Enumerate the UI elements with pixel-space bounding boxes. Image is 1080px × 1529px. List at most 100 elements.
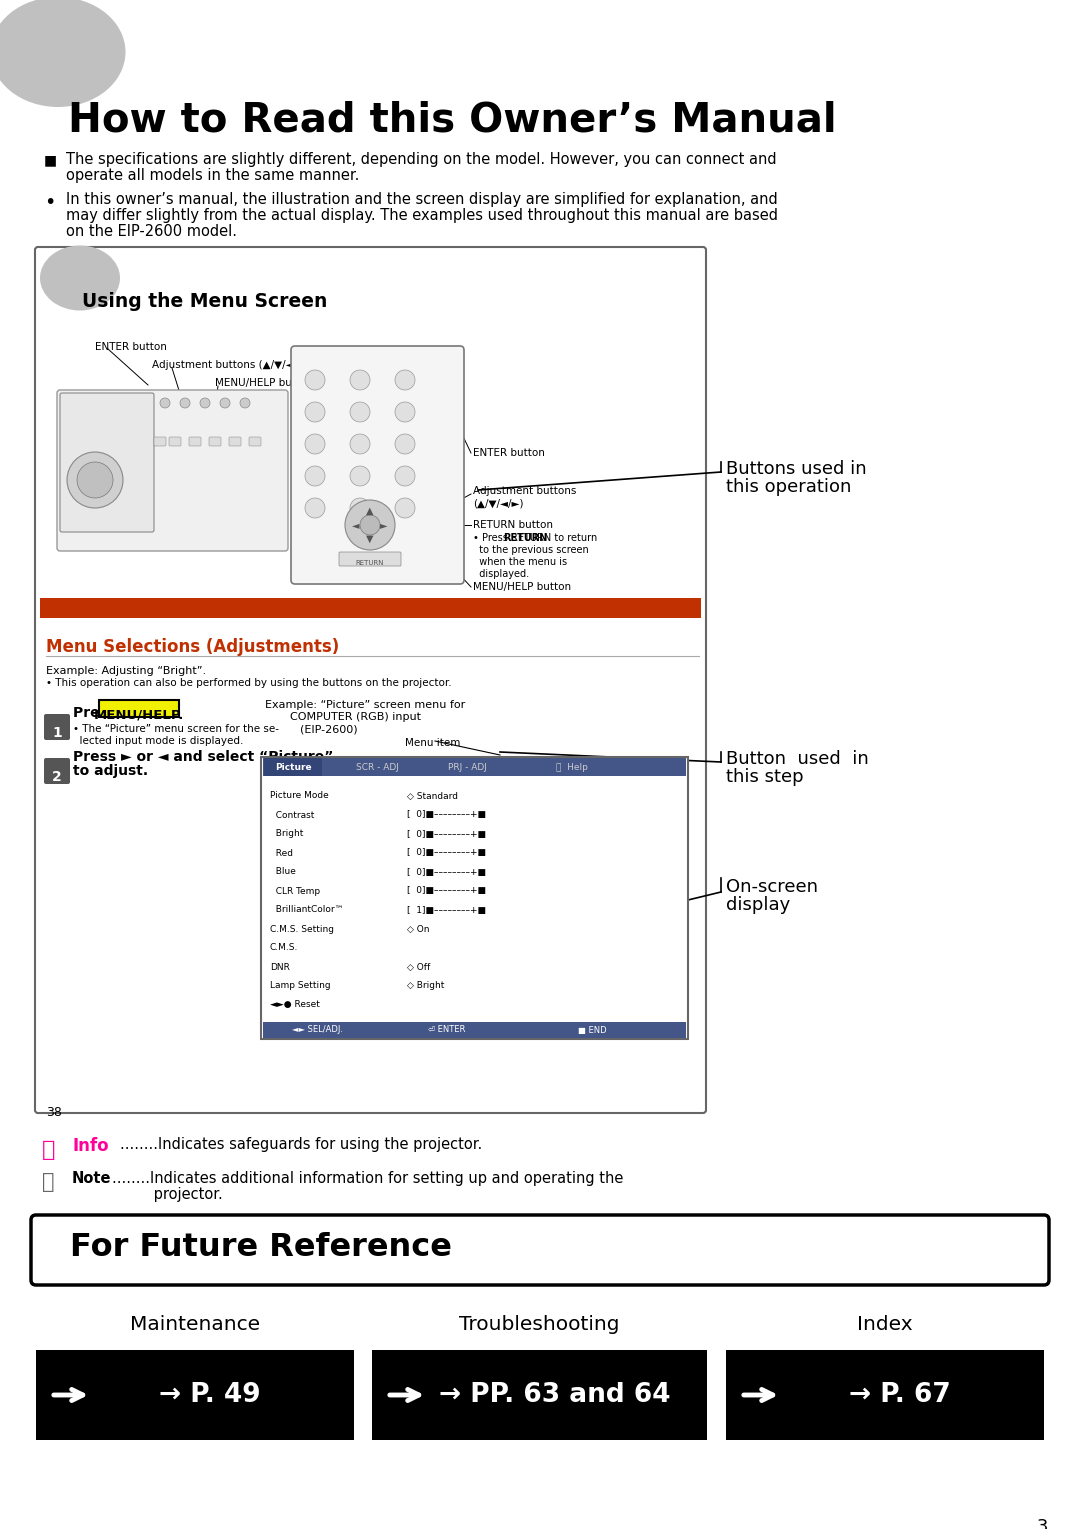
Text: Troubleshooting: Troubleshooting bbox=[459, 1315, 620, 1333]
Text: The specifications are slightly different, depending on the model. However, you : The specifications are slightly differen… bbox=[66, 151, 777, 167]
Text: Maintenance: Maintenance bbox=[130, 1315, 260, 1333]
Circle shape bbox=[350, 434, 370, 454]
Text: Picture: Picture bbox=[274, 763, 311, 772]
Text: 1: 1 bbox=[52, 726, 62, 740]
FancyBboxPatch shape bbox=[44, 758, 70, 784]
Text: ■ END: ■ END bbox=[578, 1026, 606, 1035]
Text: In this owner’s manual, the illustration and the screen display are simplified f: In this owner’s manual, the illustration… bbox=[66, 193, 778, 206]
Text: lected input mode is displayed.: lected input mode is displayed. bbox=[73, 735, 243, 746]
Text: Buttons used in: Buttons used in bbox=[726, 460, 866, 479]
Text: Adjustment buttons: Adjustment buttons bbox=[473, 486, 577, 495]
Text: ◄►● Reset: ◄►● Reset bbox=[270, 1000, 320, 1009]
Circle shape bbox=[67, 453, 123, 508]
Text: → P. 49: → P. 49 bbox=[159, 1382, 260, 1408]
Text: Info: Info bbox=[72, 1138, 109, 1154]
Text: For Future Reference: For Future Reference bbox=[70, 1232, 451, 1263]
Text: ■: ■ bbox=[44, 153, 57, 167]
Text: RETURN button: RETURN button bbox=[473, 520, 553, 531]
Text: 2: 2 bbox=[52, 771, 62, 784]
FancyBboxPatch shape bbox=[229, 437, 241, 446]
Text: ◇ On: ◇ On bbox=[407, 925, 430, 934]
Text: ⓘ  Help: ⓘ Help bbox=[556, 763, 588, 772]
FancyBboxPatch shape bbox=[291, 346, 464, 584]
Polygon shape bbox=[46, 771, 68, 781]
Text: MENU/HELP.: MENU/HELP. bbox=[94, 708, 185, 722]
FancyBboxPatch shape bbox=[99, 700, 179, 717]
FancyBboxPatch shape bbox=[31, 1216, 1049, 1284]
Circle shape bbox=[350, 402, 370, 422]
Circle shape bbox=[395, 402, 415, 422]
FancyBboxPatch shape bbox=[372, 1350, 707, 1440]
Circle shape bbox=[345, 500, 395, 550]
Text: Using the Menu Screen: Using the Menu Screen bbox=[82, 292, 327, 310]
Circle shape bbox=[360, 515, 380, 535]
Text: Example: Adjusting “Bright”.: Example: Adjusting “Bright”. bbox=[46, 667, 206, 676]
FancyBboxPatch shape bbox=[57, 390, 288, 550]
Text: C.M.S. Setting: C.M.S. Setting bbox=[270, 925, 334, 934]
FancyBboxPatch shape bbox=[339, 552, 401, 566]
Circle shape bbox=[395, 370, 415, 390]
Text: [  0]■––––––––+■: [ 0]■––––––––+■ bbox=[407, 849, 486, 858]
Circle shape bbox=[305, 434, 325, 454]
Text: SCR - ADJ: SCR - ADJ bbox=[355, 763, 399, 772]
Text: Lamp Setting: Lamp Setting bbox=[270, 982, 330, 991]
Text: ENTER button: ENTER button bbox=[95, 342, 167, 352]
Text: 📝: 📝 bbox=[42, 1173, 54, 1193]
Text: RETURN: RETURN bbox=[503, 534, 548, 543]
FancyBboxPatch shape bbox=[264, 758, 686, 777]
Circle shape bbox=[220, 398, 230, 408]
Text: ENTER button: ENTER button bbox=[473, 448, 545, 459]
Text: operate all models in the same manner.: operate all models in the same manner. bbox=[66, 168, 360, 183]
FancyBboxPatch shape bbox=[35, 248, 706, 1113]
Text: MENU/HELP button: MENU/HELP button bbox=[215, 378, 313, 388]
Text: ►: ► bbox=[380, 520, 388, 531]
Text: Picture Mode: Picture Mode bbox=[270, 792, 328, 801]
Text: this step: this step bbox=[726, 768, 804, 786]
Circle shape bbox=[200, 398, 210, 408]
Text: RETURN: RETURN bbox=[355, 560, 384, 566]
Text: Button  used  in: Button used in bbox=[726, 751, 868, 768]
Text: COMPUTER (RGB) input: COMPUTER (RGB) input bbox=[291, 713, 421, 722]
Text: this operation: this operation bbox=[726, 479, 851, 495]
Text: DNR: DNR bbox=[270, 962, 289, 971]
FancyBboxPatch shape bbox=[261, 757, 688, 1040]
Text: C.M.S.: C.M.S. bbox=[270, 943, 298, 953]
Text: Index: Index bbox=[858, 1315, 913, 1333]
Text: [  0]■––––––––+■: [ 0]■––––––––+■ bbox=[407, 867, 486, 876]
Polygon shape bbox=[46, 726, 68, 739]
Text: → PP. 63 and 64: → PP. 63 and 64 bbox=[438, 1382, 671, 1408]
FancyBboxPatch shape bbox=[210, 437, 221, 446]
FancyBboxPatch shape bbox=[36, 1350, 354, 1440]
Text: [  0]■––––––––+■: [ 0]■––––––––+■ bbox=[407, 830, 486, 838]
Text: Menu item: Menu item bbox=[405, 739, 460, 748]
Text: 38: 38 bbox=[46, 1105, 62, 1119]
Text: How to Read this Owner’s Manual: How to Read this Owner’s Manual bbox=[68, 99, 837, 141]
Text: Note: Note bbox=[72, 1171, 111, 1187]
FancyBboxPatch shape bbox=[154, 437, 166, 446]
FancyBboxPatch shape bbox=[168, 437, 181, 446]
Text: On-screen: On-screen bbox=[726, 878, 818, 896]
Text: (EIP-2600): (EIP-2600) bbox=[300, 725, 357, 734]
Text: BrilliantColor™: BrilliantColor™ bbox=[270, 905, 343, 914]
FancyBboxPatch shape bbox=[249, 437, 261, 446]
Circle shape bbox=[395, 466, 415, 486]
Text: Bright: Bright bbox=[270, 830, 303, 838]
Text: [  1]■––––––––+■: [ 1]■––––––––+■ bbox=[407, 905, 486, 914]
Circle shape bbox=[180, 398, 190, 408]
Circle shape bbox=[240, 398, 249, 408]
Circle shape bbox=[350, 498, 370, 518]
Circle shape bbox=[160, 398, 170, 408]
Text: Press ► or ◄ and select “Picture”: Press ► or ◄ and select “Picture” bbox=[73, 751, 334, 764]
FancyBboxPatch shape bbox=[264, 1021, 686, 1038]
Text: Contrast: Contrast bbox=[270, 810, 314, 820]
Text: ▲: ▲ bbox=[366, 506, 374, 515]
Text: •: • bbox=[44, 193, 55, 213]
FancyBboxPatch shape bbox=[44, 714, 70, 740]
FancyBboxPatch shape bbox=[60, 393, 154, 532]
Text: projector.: projector. bbox=[112, 1187, 222, 1202]
Text: Press: Press bbox=[73, 706, 121, 720]
Text: ◄► SEL/ADJ.: ◄► SEL/ADJ. bbox=[292, 1026, 342, 1035]
Text: Menu Selections (Adjustments): Menu Selections (Adjustments) bbox=[46, 638, 339, 656]
Text: ▼: ▼ bbox=[366, 534, 374, 544]
FancyBboxPatch shape bbox=[40, 598, 701, 618]
